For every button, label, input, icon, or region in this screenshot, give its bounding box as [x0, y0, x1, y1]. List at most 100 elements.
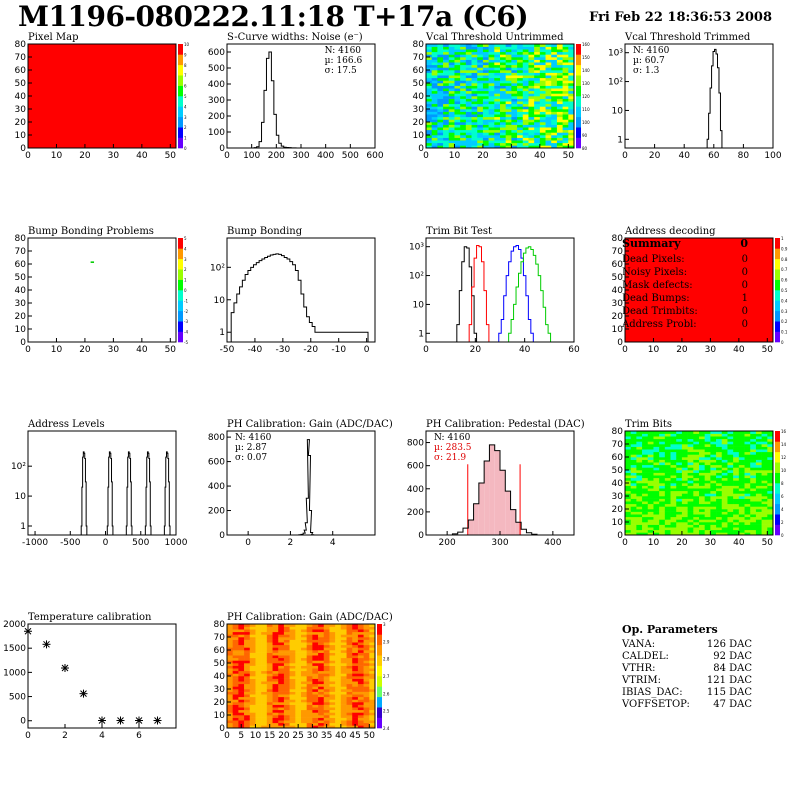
heatmap-cell — [556, 140, 563, 144]
heatmap-cell — [249, 660, 256, 664]
heatmap-cell — [767, 509, 774, 512]
heatmap-cell — [494, 140, 501, 144]
heatmap-cell — [721, 477, 728, 481]
heatmap-cell — [329, 689, 336, 692]
heatmap-cell — [488, 77, 495, 81]
x-tick-label: 0 — [423, 151, 429, 161]
heatmap-cell — [238, 689, 245, 692]
heatmap-cell — [539, 70, 546, 73]
heatmap-cell — [562, 114, 569, 118]
heatmap-cell — [437, 93, 444, 97]
heatmap-cell — [721, 522, 728, 525]
heatmap-cell — [266, 624, 273, 627]
heatmap-cell — [642, 431, 649, 434]
heatmap-cell — [556, 64, 563, 68]
heatmap-cell — [431, 51, 438, 55]
heatmap-cell — [630, 459, 637, 463]
heatmap-cell — [539, 114, 546, 118]
y-tick-label: 20 — [214, 698, 226, 708]
heatmap-cell — [477, 44, 484, 47]
heatmap-cell — [681, 488, 688, 492]
heatmap-cell — [369, 691, 376, 695]
heatmap-cell — [295, 712, 302, 716]
heatmap-cell — [630, 496, 637, 499]
heatmap-cell — [352, 673, 359, 677]
colorbar-tick-label: 4 — [184, 246, 187, 251]
colorbar-tick-label: 0.7 — [781, 267, 788, 272]
heatmap-cell — [676, 464, 683, 468]
heatmap-cell — [261, 681, 268, 685]
heatmap-cell — [500, 49, 506, 53]
heatmap-cell — [500, 85, 506, 89]
heatmap-cell — [471, 101, 478, 105]
heatmap-cell — [312, 676, 319, 679]
heatmap-cell — [676, 514, 683, 518]
colorbar-segment — [775, 331, 780, 343]
heatmap-cell — [653, 527, 660, 531]
x-tick-label: 40 — [519, 345, 531, 355]
heatmap-cell — [704, 493, 711, 497]
colorbar-tick-label: 0.2 — [781, 319, 788, 324]
heatmap-cell — [733, 527, 740, 531]
colorbar-tick-label: 0 — [781, 340, 784, 345]
heatmap-cell — [704, 467, 711, 471]
summary-label: Address Probl: — [622, 319, 697, 330]
heatmap-cell — [477, 122, 484, 125]
histogram-fill — [484, 461, 490, 535]
heatmap-cell — [528, 44, 535, 47]
heatmap-cell — [636, 470, 643, 473]
heatmap-cell — [494, 77, 501, 81]
heatmap-cell — [431, 67, 438, 71]
y-tick-label: 20 — [15, 312, 27, 322]
heatmap-cell — [625, 501, 631, 505]
heatmap-cell — [272, 639, 279, 643]
heatmap-cell — [704, 470, 711, 473]
heatmap-cell — [727, 522, 734, 525]
heatmap-cell — [664, 490, 671, 494]
heatmap-cell — [278, 707, 285, 711]
heatmap-cell — [244, 673, 251, 677]
histogram-series-3 — [508, 246, 552, 342]
y-tick-label: 10² — [11, 462, 26, 472]
heatmap-cell — [568, 67, 575, 71]
panel-title: Trim Bit Test — [426, 226, 493, 237]
heatmap-cell — [534, 51, 541, 55]
heatmap-cell — [625, 464, 631, 468]
heatmap-cell — [369, 725, 376, 729]
heatmap-cell — [539, 106, 546, 110]
heatmap-cell — [454, 109, 461, 112]
heatmap-cell — [625, 457, 631, 460]
heatmap-cell — [454, 101, 461, 105]
heatmap-cell — [266, 668, 273, 672]
heatmap-cell — [266, 704, 273, 708]
heatmap-cell — [670, 433, 677, 437]
heatmap-cell — [261, 689, 268, 692]
stat-line: σ: 17.5 — [324, 66, 357, 76]
colorbar-tick-label: 2.6 — [383, 691, 390, 696]
colorbar-segment — [775, 290, 780, 301]
heatmap-cell — [278, 626, 285, 630]
heatmap-cell — [340, 704, 347, 708]
heatmap-cell — [681, 532, 688, 536]
heatmap-cell — [278, 722, 285, 726]
colorbar-tick-label: 0.1 — [781, 330, 788, 335]
heatmap-cell — [534, 88, 541, 92]
heatmap-cell — [454, 59, 461, 63]
heatmap-cell — [477, 142, 484, 146]
op-param-label: IBIAS_DAC: — [622, 687, 683, 698]
heatmap-cell — [676, 488, 683, 492]
colorbar-tick-label: -4 — [184, 330, 188, 335]
histogram-fill — [500, 470, 506, 535]
colorbar-tick-label: 3 — [184, 115, 187, 120]
colorbar-segment — [775, 462, 780, 473]
heatmap-cell — [568, 93, 575, 97]
heatmap-cell — [301, 720, 307, 724]
colorbar-segment — [576, 116, 581, 128]
heatmap-cell — [227, 704, 233, 708]
heatmap-cell — [238, 660, 245, 664]
heatmap-cell — [369, 670, 376, 674]
heatmap-cell — [329, 686, 336, 690]
heatmap-cell — [511, 98, 518, 102]
heatmap-cell — [301, 717, 307, 721]
histogram-fill — [494, 450, 500, 535]
